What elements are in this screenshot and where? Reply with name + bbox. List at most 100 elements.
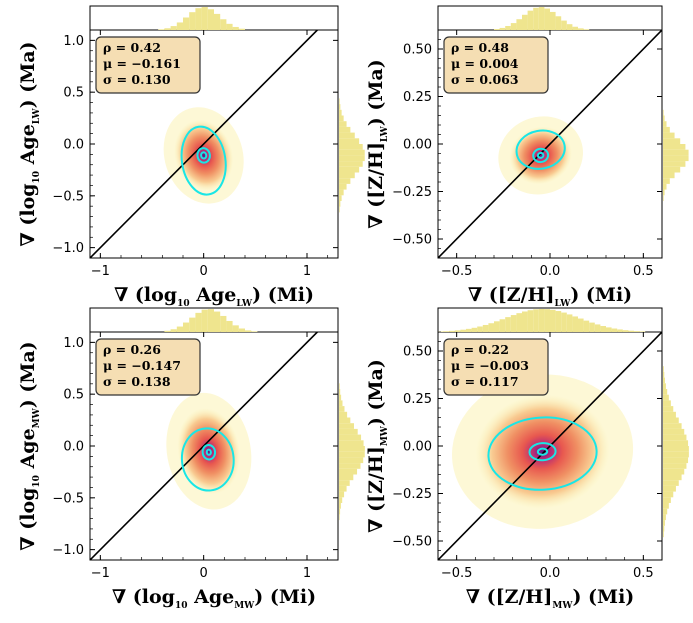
right-hist-bar bbox=[663, 463, 687, 469]
stats-line: μ = −0.147 bbox=[103, 358, 181, 373]
y-tick-label: 1.0 bbox=[63, 336, 84, 351]
right-hist-bar bbox=[339, 480, 350, 486]
y-tick-label: 0.00 bbox=[403, 440, 432, 455]
top-marginal-histogram bbox=[89, 5, 339, 31]
right-hist-bar bbox=[663, 451, 689, 458]
label-text: ) (Mi) bbox=[254, 586, 316, 608]
right-hist-bar bbox=[663, 366, 664, 372]
top-hist-bar bbox=[158, 29, 165, 30]
top-hist-bar bbox=[214, 311, 221, 332]
right-hist-bar bbox=[663, 144, 686, 150]
top-hist-bar bbox=[628, 330, 634, 332]
right-hist-bar bbox=[663, 434, 687, 441]
top-hist-bar bbox=[611, 328, 618, 332]
label-subscript: MW bbox=[552, 601, 573, 611]
right-hist-bar bbox=[663, 406, 674, 412]
right-hist-bar bbox=[339, 503, 341, 509]
right-hist-bar bbox=[339, 115, 344, 122]
top-hist-bar bbox=[550, 309, 556, 332]
top-hist-bar bbox=[566, 314, 573, 332]
contour-level-2 bbox=[528, 442, 557, 462]
right-hist-bar bbox=[663, 109, 664, 116]
y-tick-label: −0.50 bbox=[392, 233, 432, 248]
y-tick-label: −1.0 bbox=[52, 543, 84, 558]
stats-box-frame bbox=[95, 36, 201, 94]
top-hist-bar bbox=[164, 330, 171, 332]
top-hist-bar bbox=[510, 23, 517, 30]
stats-box-frame bbox=[443, 338, 549, 396]
stats-box-frame bbox=[95, 338, 201, 396]
contour-level-1 bbox=[515, 129, 566, 170]
label-subscript: MW bbox=[380, 425, 390, 446]
right-hist-bar bbox=[663, 149, 689, 156]
stats-line: σ = 0.117 bbox=[451, 374, 519, 389]
y-tick-label: 0.00 bbox=[403, 138, 432, 153]
plot-area bbox=[438, 332, 662, 560]
right-hist-bar bbox=[339, 178, 351, 184]
x-tick-label: 0.5 bbox=[633, 264, 654, 279]
label-subscript: LW bbox=[380, 125, 390, 142]
top-hist-bar bbox=[533, 309, 539, 332]
label-subscript: 10 bbox=[32, 171, 42, 184]
label-text: Age bbox=[187, 586, 234, 608]
right-hist-bar bbox=[663, 491, 674, 498]
top-hist-bar bbox=[544, 309, 550, 332]
right-hist-bar bbox=[339, 457, 364, 464]
label-subscript: 10 bbox=[177, 299, 190, 309]
x-tick-label: 0.5 bbox=[633, 566, 654, 581]
top-hist-bar bbox=[499, 319, 506, 332]
contour-level-3 bbox=[200, 151, 208, 160]
right-hist-bar bbox=[663, 514, 666, 521]
x-tick-label: 0 bbox=[200, 566, 208, 581]
right-hist-bar bbox=[339, 468, 358, 475]
stats-line: μ = −0.161 bbox=[103, 56, 181, 71]
right-hist-bar bbox=[663, 497, 671, 503]
right-hist-bar bbox=[339, 406, 345, 412]
right-hist-bar bbox=[663, 377, 665, 384]
top-hist-bar bbox=[550, 11, 556, 31]
right-hist-bar bbox=[663, 155, 689, 162]
right-hist-bar bbox=[339, 423, 354, 429]
right-hist-bar bbox=[663, 166, 681, 173]
top-hist-bar bbox=[572, 316, 578, 332]
right-hist-bar bbox=[663, 440, 689, 446]
right-marginal-histogram bbox=[339, 98, 365, 213]
top-hist-bar bbox=[220, 19, 227, 30]
right-hist-bar bbox=[339, 440, 364, 446]
right-hist-bar bbox=[663, 474, 682, 481]
label-text: ∇ ([Z/H] bbox=[468, 284, 555, 306]
right-hist-bar bbox=[339, 428, 358, 435]
top-hist-bar bbox=[617, 329, 623, 332]
right-hist-bar bbox=[663, 115, 665, 122]
one-to-one-line bbox=[90, 30, 318, 258]
y-axis-label: ∇ (log10 AgeLW) (Ma) bbox=[17, 41, 42, 246]
y-tick-label: 0.25 bbox=[403, 392, 432, 407]
x-tick-label: 0.0 bbox=[540, 566, 561, 581]
top-hist-bar bbox=[578, 28, 584, 30]
right-hist-bar bbox=[339, 485, 347, 492]
stats-line: ρ = 0.42 bbox=[103, 40, 161, 55]
right-hist-bar bbox=[339, 104, 341, 110]
right-hist-bar bbox=[663, 400, 671, 407]
label-text: ) (Mi) bbox=[252, 284, 314, 306]
top-hist-bar bbox=[214, 13, 221, 30]
right-hist-bar bbox=[339, 383, 340, 389]
y-tick-label: −0.25 bbox=[392, 185, 432, 200]
top-hist-bar bbox=[482, 324, 489, 332]
top-hist-bar bbox=[226, 320, 233, 332]
right-hist-bar bbox=[663, 178, 670, 184]
top-hist-bar bbox=[195, 312, 202, 332]
right-marginal-histogram bbox=[663, 109, 689, 201]
top-hist-bar bbox=[460, 329, 466, 332]
right-hist-bar bbox=[339, 446, 365, 452]
label-text: ∇ ([Z/H] bbox=[365, 446, 387, 533]
right-hist-bar bbox=[339, 206, 340, 213]
right-hist-bar bbox=[663, 394, 669, 401]
right-hist-bar bbox=[663, 503, 669, 509]
right-hist-bar bbox=[663, 520, 665, 526]
plot-area bbox=[90, 332, 318, 560]
top-hist-bar bbox=[189, 12, 196, 30]
right-hist-bar bbox=[339, 166, 360, 173]
y-tick-label: 0.0 bbox=[63, 138, 84, 153]
